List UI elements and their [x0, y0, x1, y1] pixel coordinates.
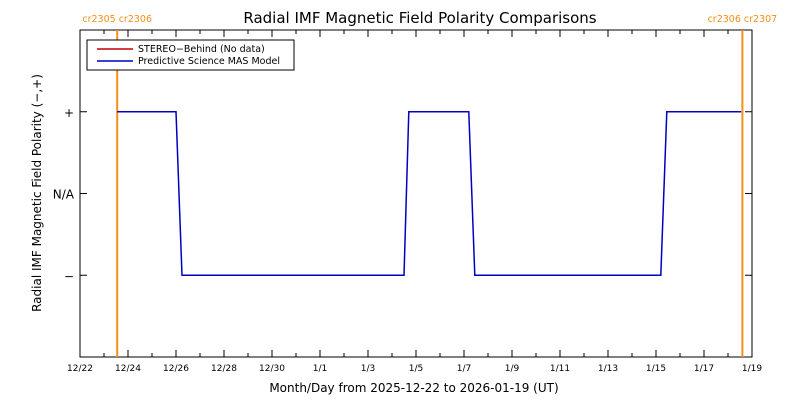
series-line-model: [117, 111, 742, 277]
plot-frame: [79, 29, 753, 358]
x-axis: 12/22 12/24 12/26 12/28 12/30 1/1 1/3 1/5 1/7 1/9…: [67, 30, 762, 374]
cr-marker-label: cr2305 cr2306: [82, 14, 152, 25]
x-tick-label: 1/11: [550, 364, 570, 374]
x-tick-label: 1/15: [646, 364, 666, 374]
cr-marker-label: cr2306 cr2307: [708, 14, 778, 25]
legend-box: [86, 39, 295, 71]
y-axis: + N/A −: [53, 106, 752, 283]
x-tick-label: 1/3: [361, 364, 375, 374]
chart-title: Radial IMF Magnetic Field Polarity Compa…: [243, 9, 596, 27]
legend-label-model: Predictive Science MAS Model: [138, 56, 280, 67]
x-axis-label: Month/Day from 2025-12-22 to 2026-01-19 …: [269, 381, 558, 395]
y-tick-label: +: [64, 106, 74, 120]
legend-label-stereo: STEREO−Behind (No data): [138, 44, 265, 55]
x-tick-label: 1/9: [505, 364, 520, 374]
y-axis-label: Radial IMF Magnetic Field Polarity (−,+): [30, 74, 44, 312]
x-tick-label: 12/22: [67, 364, 93, 374]
x-tick-label: 12/28: [211, 364, 237, 374]
legend: STEREO−Behind (No data) Predictive Scien…: [86, 39, 295, 71]
x-tick-label: 12/26: [163, 364, 189, 374]
x-tick-label: 1/17: [694, 364, 714, 374]
series-layer: [117, 111, 742, 277]
x-tick-label: 1/19: [742, 364, 762, 374]
x-tick-label: 1/5: [409, 364, 423, 374]
x-tick-label: 12/24: [115, 364, 141, 374]
y-tick-label: −: [64, 269, 74, 283]
x-tick-label: 1/1: [313, 364, 327, 374]
carrington-markers: cr2305 cr2306 cr2306 cr2307: [82, 14, 777, 357]
y-tick-label: N/A: [53, 188, 75, 202]
x-tick-label: 1/7: [457, 364, 471, 374]
x-tick-label: 1/13: [598, 364, 618, 374]
x-tick-label: 12/30: [259, 364, 285, 374]
